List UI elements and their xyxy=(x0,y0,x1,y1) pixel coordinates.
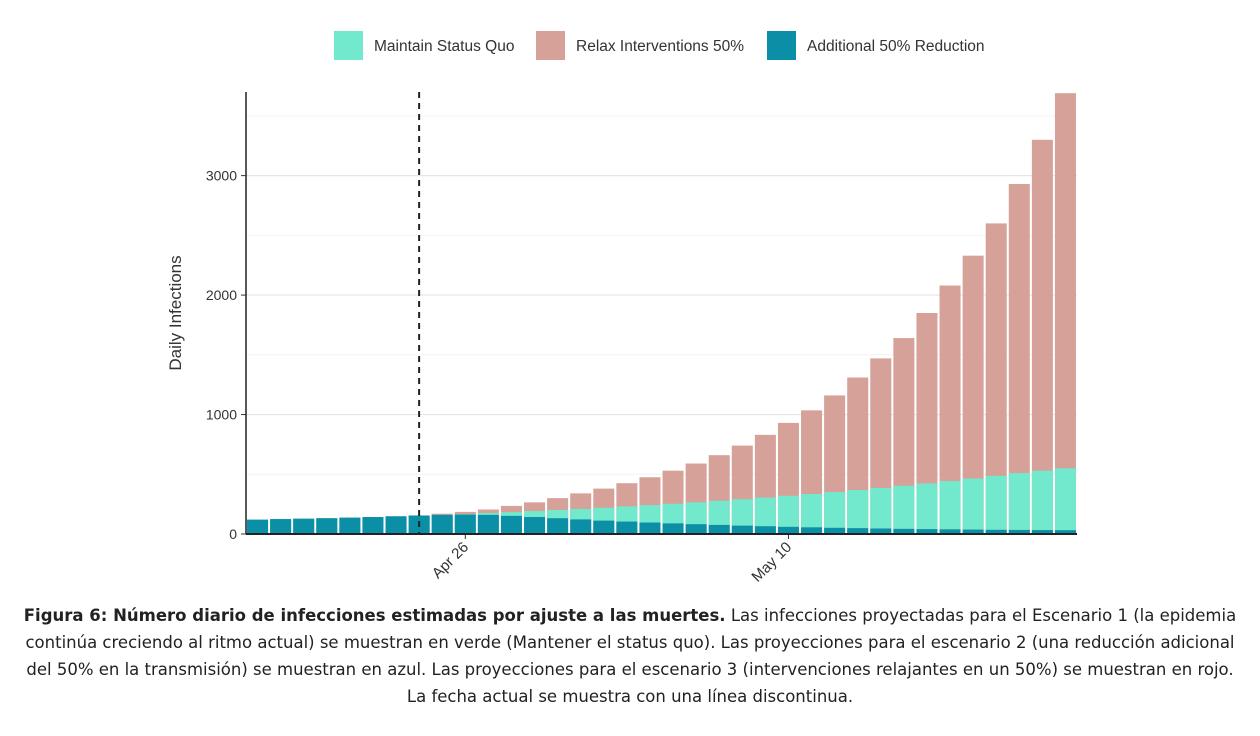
bar xyxy=(1031,530,1053,534)
bar xyxy=(385,516,407,534)
bar xyxy=(708,524,730,534)
bar xyxy=(524,517,546,534)
bar xyxy=(962,529,984,534)
bar xyxy=(593,520,615,534)
bar xyxy=(801,527,823,534)
bar xyxy=(939,285,961,534)
bar xyxy=(847,490,869,534)
bar xyxy=(431,514,453,534)
bar xyxy=(339,517,361,534)
bar xyxy=(1008,183,1030,535)
bar xyxy=(1031,139,1053,534)
legend-swatch xyxy=(334,31,363,60)
x-tick-label: Apr 26 xyxy=(429,539,472,582)
bar xyxy=(777,495,799,534)
bar xyxy=(893,528,915,534)
y-axis-label: Daily Infections xyxy=(166,255,185,370)
bar xyxy=(1054,93,1076,535)
legend-label: Maintain Status Quo xyxy=(374,38,514,55)
bar xyxy=(662,523,684,534)
bar xyxy=(316,518,338,534)
bar xyxy=(731,499,753,534)
bar xyxy=(801,493,823,534)
bar xyxy=(893,485,915,534)
bar xyxy=(916,529,938,534)
legend-label: Relax Interventions 50% xyxy=(576,38,744,55)
bar xyxy=(916,483,938,534)
bar xyxy=(939,529,961,534)
bar xyxy=(870,528,892,534)
y-tick-label: 2000 xyxy=(206,287,237,303)
bar xyxy=(1031,470,1053,534)
bar xyxy=(962,478,984,534)
legend-label: Additional 50% Reduction xyxy=(807,38,985,55)
bar xyxy=(777,526,799,534)
bar xyxy=(685,524,707,534)
bar xyxy=(754,526,776,534)
bar xyxy=(247,519,269,534)
bar xyxy=(962,255,984,534)
x-tick-label: May 10 xyxy=(748,539,795,586)
y-tick-label: 1000 xyxy=(206,407,237,423)
bar xyxy=(916,313,938,534)
bar xyxy=(985,223,1007,535)
bar xyxy=(362,517,384,534)
bar xyxy=(985,529,1007,534)
bar xyxy=(985,475,1007,534)
legend-swatch xyxy=(536,31,565,60)
caption-text: Las infecciones proyectadas para el Esce… xyxy=(25,606,1237,706)
legend-swatch xyxy=(767,31,796,60)
bar xyxy=(1054,468,1076,534)
bar xyxy=(731,525,753,534)
y-tick-label: 3000 xyxy=(206,168,237,184)
bar xyxy=(639,522,661,534)
y-tick-label: 0 xyxy=(229,526,237,542)
bar xyxy=(870,488,892,534)
bar xyxy=(616,521,638,534)
bar xyxy=(1008,473,1030,534)
bar xyxy=(270,519,292,534)
bar xyxy=(547,518,569,534)
bar xyxy=(847,528,869,534)
bar xyxy=(293,518,315,534)
bar xyxy=(1054,530,1076,534)
bar xyxy=(893,338,915,534)
caption-bold: Figura 6: Número diario de infecciones e… xyxy=(23,606,726,625)
bar xyxy=(824,492,846,534)
bar xyxy=(1008,529,1030,534)
bar xyxy=(454,514,476,534)
bar xyxy=(939,481,961,534)
chart: Daily Infections 0 1000 2000 3000 Apr 26 May … xyxy=(166,31,1077,586)
bar xyxy=(477,514,499,534)
bar xyxy=(754,497,776,534)
bar xyxy=(500,515,522,534)
bar xyxy=(570,519,592,534)
caption: Figura 6: Número diario de infecciones e… xyxy=(20,602,1240,710)
bar xyxy=(824,527,846,534)
